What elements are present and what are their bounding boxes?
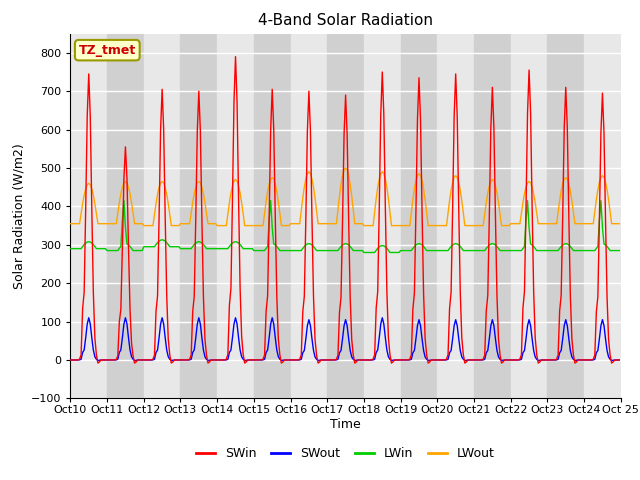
Bar xyxy=(291,34,327,398)
Bar xyxy=(217,34,254,398)
Bar xyxy=(180,34,217,398)
Bar xyxy=(547,34,584,398)
Bar xyxy=(327,34,364,398)
Legend: SWin, SWout, LWin, LWout: SWin, SWout, LWin, LWout xyxy=(191,442,500,465)
Bar xyxy=(584,34,621,398)
Title: 4-Band Solar Radiation: 4-Band Solar Radiation xyxy=(258,13,433,28)
Bar xyxy=(437,34,474,398)
Bar xyxy=(254,34,291,398)
X-axis label: Time: Time xyxy=(330,418,361,431)
Bar xyxy=(474,34,511,398)
Bar xyxy=(511,34,547,398)
Bar xyxy=(107,34,144,398)
Y-axis label: Solar Radiation (W/m2): Solar Radiation (W/m2) xyxy=(12,143,26,289)
Bar xyxy=(144,34,180,398)
Bar xyxy=(364,34,401,398)
Text: TZ_tmet: TZ_tmet xyxy=(79,44,136,57)
Bar xyxy=(401,34,437,398)
Bar xyxy=(70,34,107,398)
